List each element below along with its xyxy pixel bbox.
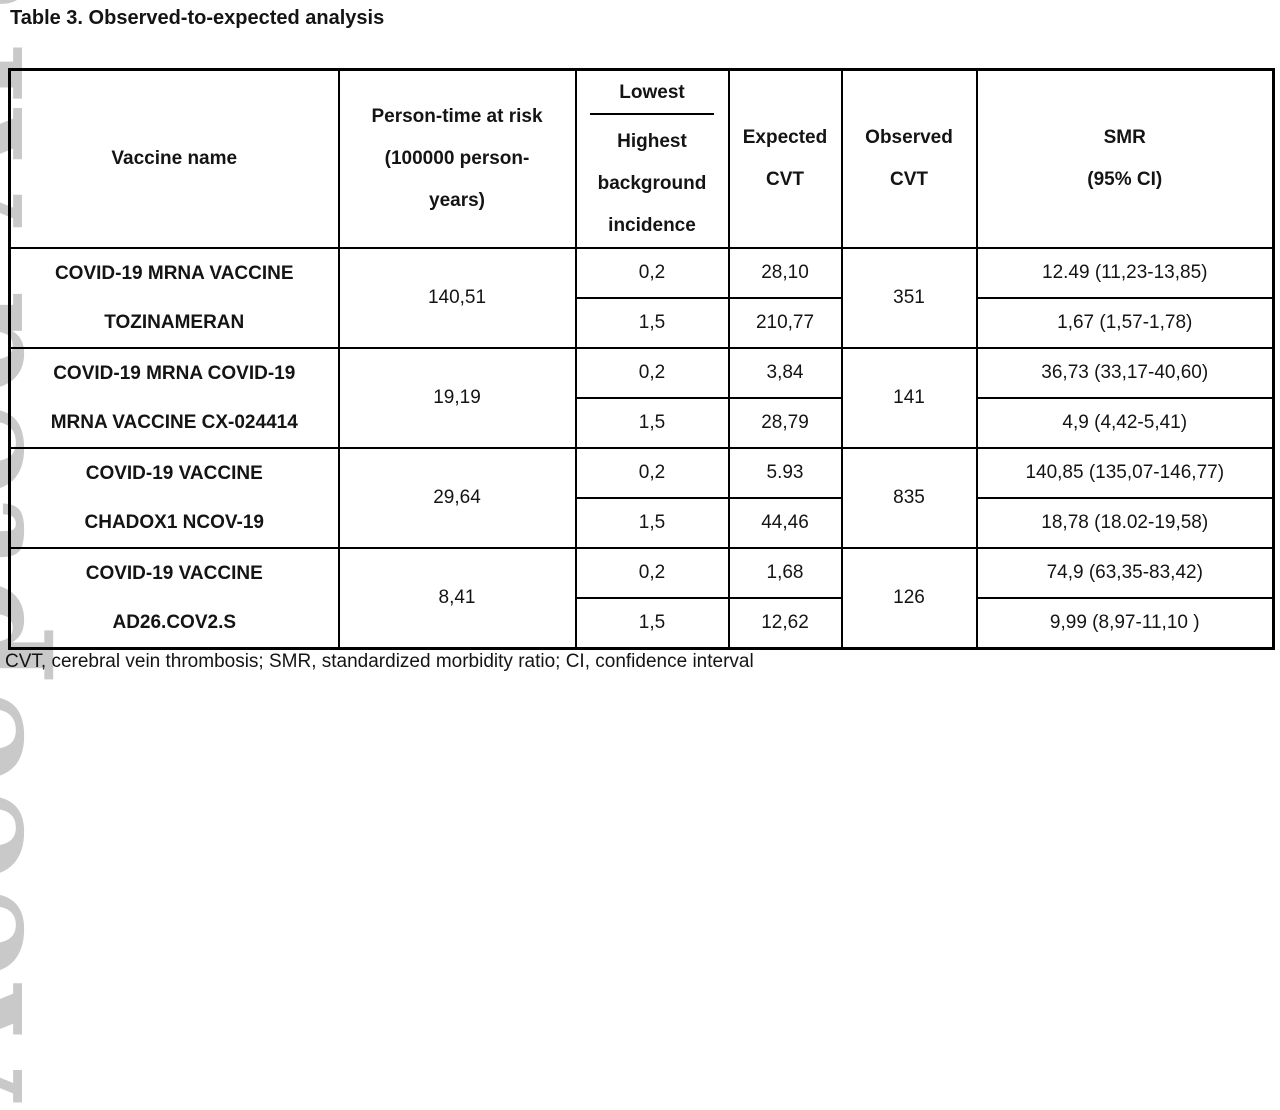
- expected-cvt-cell: 210,77: [727, 297, 843, 349]
- expected-cvt-cell: 3,84: [727, 347, 843, 399]
- smr-cell: 12.49 (11,23-13,85): [975, 247, 1275, 299]
- expected-cvt-cell: 5.93: [727, 447, 843, 499]
- expected-cvt-cell: 28,79: [727, 397, 843, 449]
- vaccine-name-line: AD26.COV2.S: [112, 612, 237, 633]
- table-row: 1,5 28,79 4,9 (4,42-5,41): [10, 397, 1275, 449]
- table-row: COVID-19 VACCINE AD26.COV2.S 8,41 0,2 1,…: [8, 546, 1275, 650]
- vaccine-name-cell: COVID-19 VACCINE CHADOX1 NCOV-19: [8, 447, 340, 549]
- incidence-cell: 1,5: [574, 397, 730, 449]
- incidence-cell: 0,2: [574, 347, 730, 399]
- table-title: Table 3. Observed-to-expected analysis: [10, 7, 385, 29]
- fraction-divider: [590, 113, 714, 115]
- smr-cell: 18,78 (18.02-19,58): [975, 497, 1275, 549]
- table-row: 1,5 44,46 18,78 (18.02-19,58): [10, 497, 1275, 549]
- table-row: COVID-19 VACCINE CHADOX1 NCOV-19 29,64 0…: [8, 447, 1275, 549]
- header-label: Observed: [865, 127, 953, 148]
- expected-cvt-cell: 28,10: [727, 247, 843, 299]
- header-label: Vaccine name: [111, 148, 238, 169]
- smr-cell: 74,9 (63,35-83,42): [975, 546, 1275, 600]
- col-header-smr: SMR (95% CI): [975, 68, 1275, 249]
- smr-cell: 1,67 (1,57-1,78): [975, 297, 1275, 349]
- vaccine-name-line: COVID-19 MRNA VACCINE: [54, 263, 294, 284]
- incidence-cell: 0,2: [574, 247, 730, 299]
- col-header-person-time: Person-time at risk (100000 person- year…: [337, 68, 577, 249]
- observed-to-expected-table: Vaccine name Person-time at risk (100000…: [8, 68, 1275, 650]
- header-label: incidence: [608, 215, 696, 236]
- vaccine-name-cell: COVID-19 MRNA COVID-19 MRNA VACCINE CX-0…: [8, 347, 340, 449]
- vaccine-name-line: COVID-19 VACCINE: [85, 563, 263, 584]
- observed-cvt-cell: 351: [840, 247, 978, 349]
- table-row: 1,5 210,77 1,67 (1,57-1,78): [10, 297, 1275, 349]
- header-label: Highest: [617, 131, 687, 152]
- vaccine-name-line: COVID-19 MRNA COVID-19: [53, 363, 296, 384]
- header-label: (95% CI): [1087, 169, 1163, 190]
- col-header-expected-cvt: Expected CVT: [727, 68, 843, 249]
- table-row: COVID-19 MRNA VACCINE TOZINAMERAN 140,51…: [8, 247, 1275, 349]
- incidence-cell: 1,5: [574, 297, 730, 349]
- incidence-cell: 1,5: [574, 597, 730, 650]
- observed-cvt-cell: 126: [840, 547, 978, 650]
- col-header-vaccine-name: Vaccine name: [8, 68, 340, 249]
- smr-cell: 140,85 (135,07-146,77): [975, 447, 1275, 499]
- vaccine-name-line: COVID-19 VACCINE: [85, 463, 263, 484]
- person-time-cell: 140,51: [337, 247, 577, 349]
- header-label: years): [429, 190, 485, 211]
- expected-cvt-cell: 12,62: [727, 597, 843, 650]
- header-label: background: [597, 173, 707, 194]
- header-label: CVT: [766, 169, 804, 190]
- person-time-cell: 19,19: [337, 347, 577, 449]
- vaccine-name-cell: COVID-19 VACCINE AD26.COV2.S: [8, 547, 340, 650]
- smr-cell: 9,99 (8,97-11,10 ): [975, 597, 1275, 650]
- table-footnote: CVT, cerebral vein thrombosis; SMR, stan…: [5, 651, 754, 672]
- incidence-cell: 0,2: [574, 546, 730, 600]
- header-label: SMR: [1103, 127, 1146, 148]
- header-row: Vaccine name Person-time at risk (100000…: [8, 68, 1275, 249]
- smr-cell: 4,9 (4,42-5,41): [975, 397, 1275, 449]
- incidence-cell: 1,5: [574, 497, 730, 549]
- vaccine-name-line: CHADOX1 NCOV-19: [84, 512, 265, 533]
- expected-cvt-cell: 1,68: [727, 546, 843, 600]
- expected-cvt-cell: 44,46: [727, 497, 843, 549]
- header-label: CVT: [890, 169, 928, 190]
- col-header-background-incidence: Lowest Highest background incidence: [574, 68, 730, 249]
- table-row: COVID-19 MRNA COVID-19 MRNA VACCINE CX-0…: [8, 347, 1275, 449]
- table-row: 1,5 12,62 9,99 (8,97-11,10 ): [10, 597, 1275, 650]
- person-time-cell: 29,64: [337, 447, 577, 549]
- person-time-cell: 8,41: [337, 547, 577, 650]
- vaccine-name-line: MRNA VACCINE CX-024414: [50, 412, 298, 433]
- header-label: Person-time at risk: [371, 106, 543, 127]
- header-label: Expected: [742, 127, 828, 148]
- vaccine-name-line: TOZINAMERAN: [104, 312, 245, 333]
- col-header-observed-cvt: Observed CVT: [840, 68, 978, 249]
- smr-cell: 36,73 (33,17-40,60): [975, 347, 1275, 399]
- observed-cvt-cell: 835: [840, 447, 978, 549]
- observed-cvt-cell: 141: [840, 347, 978, 449]
- incidence-cell: 0,2: [574, 447, 730, 499]
- header-label: Lowest: [619, 82, 685, 103]
- vaccine-name-cell: COVID-19 MRNA VACCINE TOZINAMERAN: [8, 247, 340, 349]
- header-label: (100000 person-: [384, 148, 530, 169]
